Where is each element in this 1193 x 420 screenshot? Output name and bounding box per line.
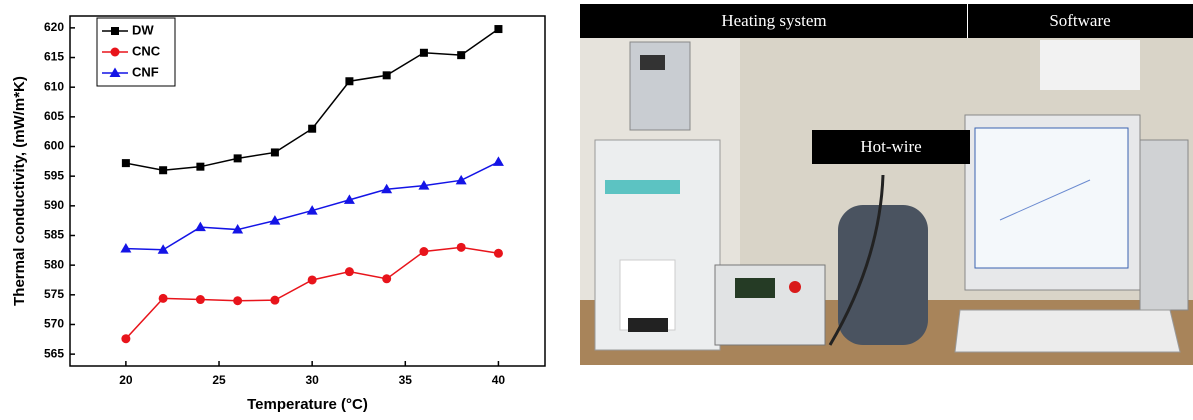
insulation-jacket bbox=[838, 205, 928, 345]
y-tick-label: 580 bbox=[44, 257, 64, 271]
callout-label: Hot-wire bbox=[860, 137, 921, 156]
header-label: Software bbox=[1049, 11, 1110, 30]
marker bbox=[420, 49, 428, 57]
y-tick-label: 590 bbox=[44, 198, 64, 212]
marker bbox=[195, 222, 206, 232]
y-tick-label: 570 bbox=[44, 317, 64, 331]
marker bbox=[120, 243, 131, 253]
marker bbox=[121, 334, 130, 343]
legend-label: CNC bbox=[132, 43, 161, 58]
x-tick-label: 30 bbox=[305, 373, 319, 387]
marker bbox=[345, 77, 353, 85]
meter-display bbox=[735, 278, 775, 298]
marker bbox=[456, 175, 467, 185]
marker bbox=[308, 125, 316, 133]
meter-button bbox=[789, 281, 801, 293]
x-tick-label: 35 bbox=[399, 373, 413, 387]
y-tick-label: 600 bbox=[44, 139, 64, 153]
legend-label: CNF bbox=[132, 64, 159, 79]
marker bbox=[494, 249, 503, 258]
y-tick-label: 615 bbox=[44, 50, 64, 64]
marker bbox=[494, 25, 502, 33]
keyboard bbox=[955, 310, 1180, 352]
marker bbox=[270, 296, 279, 305]
photo: Heating system Software Hot-wire bbox=[580, 4, 1193, 365]
x-tick-label: 40 bbox=[492, 373, 506, 387]
marker bbox=[345, 267, 354, 276]
marker bbox=[196, 163, 204, 171]
y-tick-label: 585 bbox=[44, 228, 64, 242]
marker bbox=[159, 294, 168, 303]
y-tick-label: 605 bbox=[44, 109, 64, 123]
y-tick-label: 565 bbox=[44, 346, 64, 360]
marker bbox=[382, 274, 391, 283]
bath-slot bbox=[628, 318, 668, 332]
poster bbox=[1040, 40, 1140, 90]
pc-tower bbox=[1140, 140, 1188, 310]
x-tick-label: 25 bbox=[212, 373, 226, 387]
series-line bbox=[126, 29, 499, 170]
marker bbox=[196, 295, 205, 304]
marker bbox=[271, 148, 279, 156]
marker bbox=[233, 296, 242, 305]
controller-display bbox=[640, 55, 665, 70]
marker bbox=[457, 51, 465, 59]
marker bbox=[493, 156, 504, 166]
bath-handle bbox=[605, 180, 680, 194]
x-axis-label: Temperature (°C) bbox=[247, 396, 368, 413]
marker bbox=[111, 27, 119, 35]
marker bbox=[159, 166, 167, 174]
marker bbox=[308, 275, 317, 284]
y-tick-label: 610 bbox=[44, 79, 64, 93]
y-tick-label: 620 bbox=[44, 20, 64, 34]
marker bbox=[234, 154, 242, 162]
marker bbox=[111, 48, 120, 57]
monitor-screen bbox=[975, 128, 1128, 268]
y-tick-label: 575 bbox=[44, 287, 64, 301]
meter bbox=[715, 265, 825, 345]
marker bbox=[457, 243, 466, 252]
chart: 565 570 575 580 585 590 595 600 605 610 615 620 20 25… bbox=[11, 16, 545, 413]
series-line bbox=[126, 247, 499, 338]
y-axis-label: Thermal conductivity, (mW/m*K) bbox=[11, 76, 28, 306]
legend-label: DW bbox=[132, 22, 154, 37]
figure: 565 570 575 580 585 590 595 600 605 610 615 620 20 25… bbox=[0, 0, 1193, 415]
marker bbox=[383, 71, 391, 79]
x-tick-label: 20 bbox=[119, 373, 133, 387]
y-tick-label: 595 bbox=[44, 168, 64, 182]
marker bbox=[122, 159, 130, 167]
header-label: Heating system bbox=[721, 11, 826, 30]
marker bbox=[419, 247, 428, 256]
